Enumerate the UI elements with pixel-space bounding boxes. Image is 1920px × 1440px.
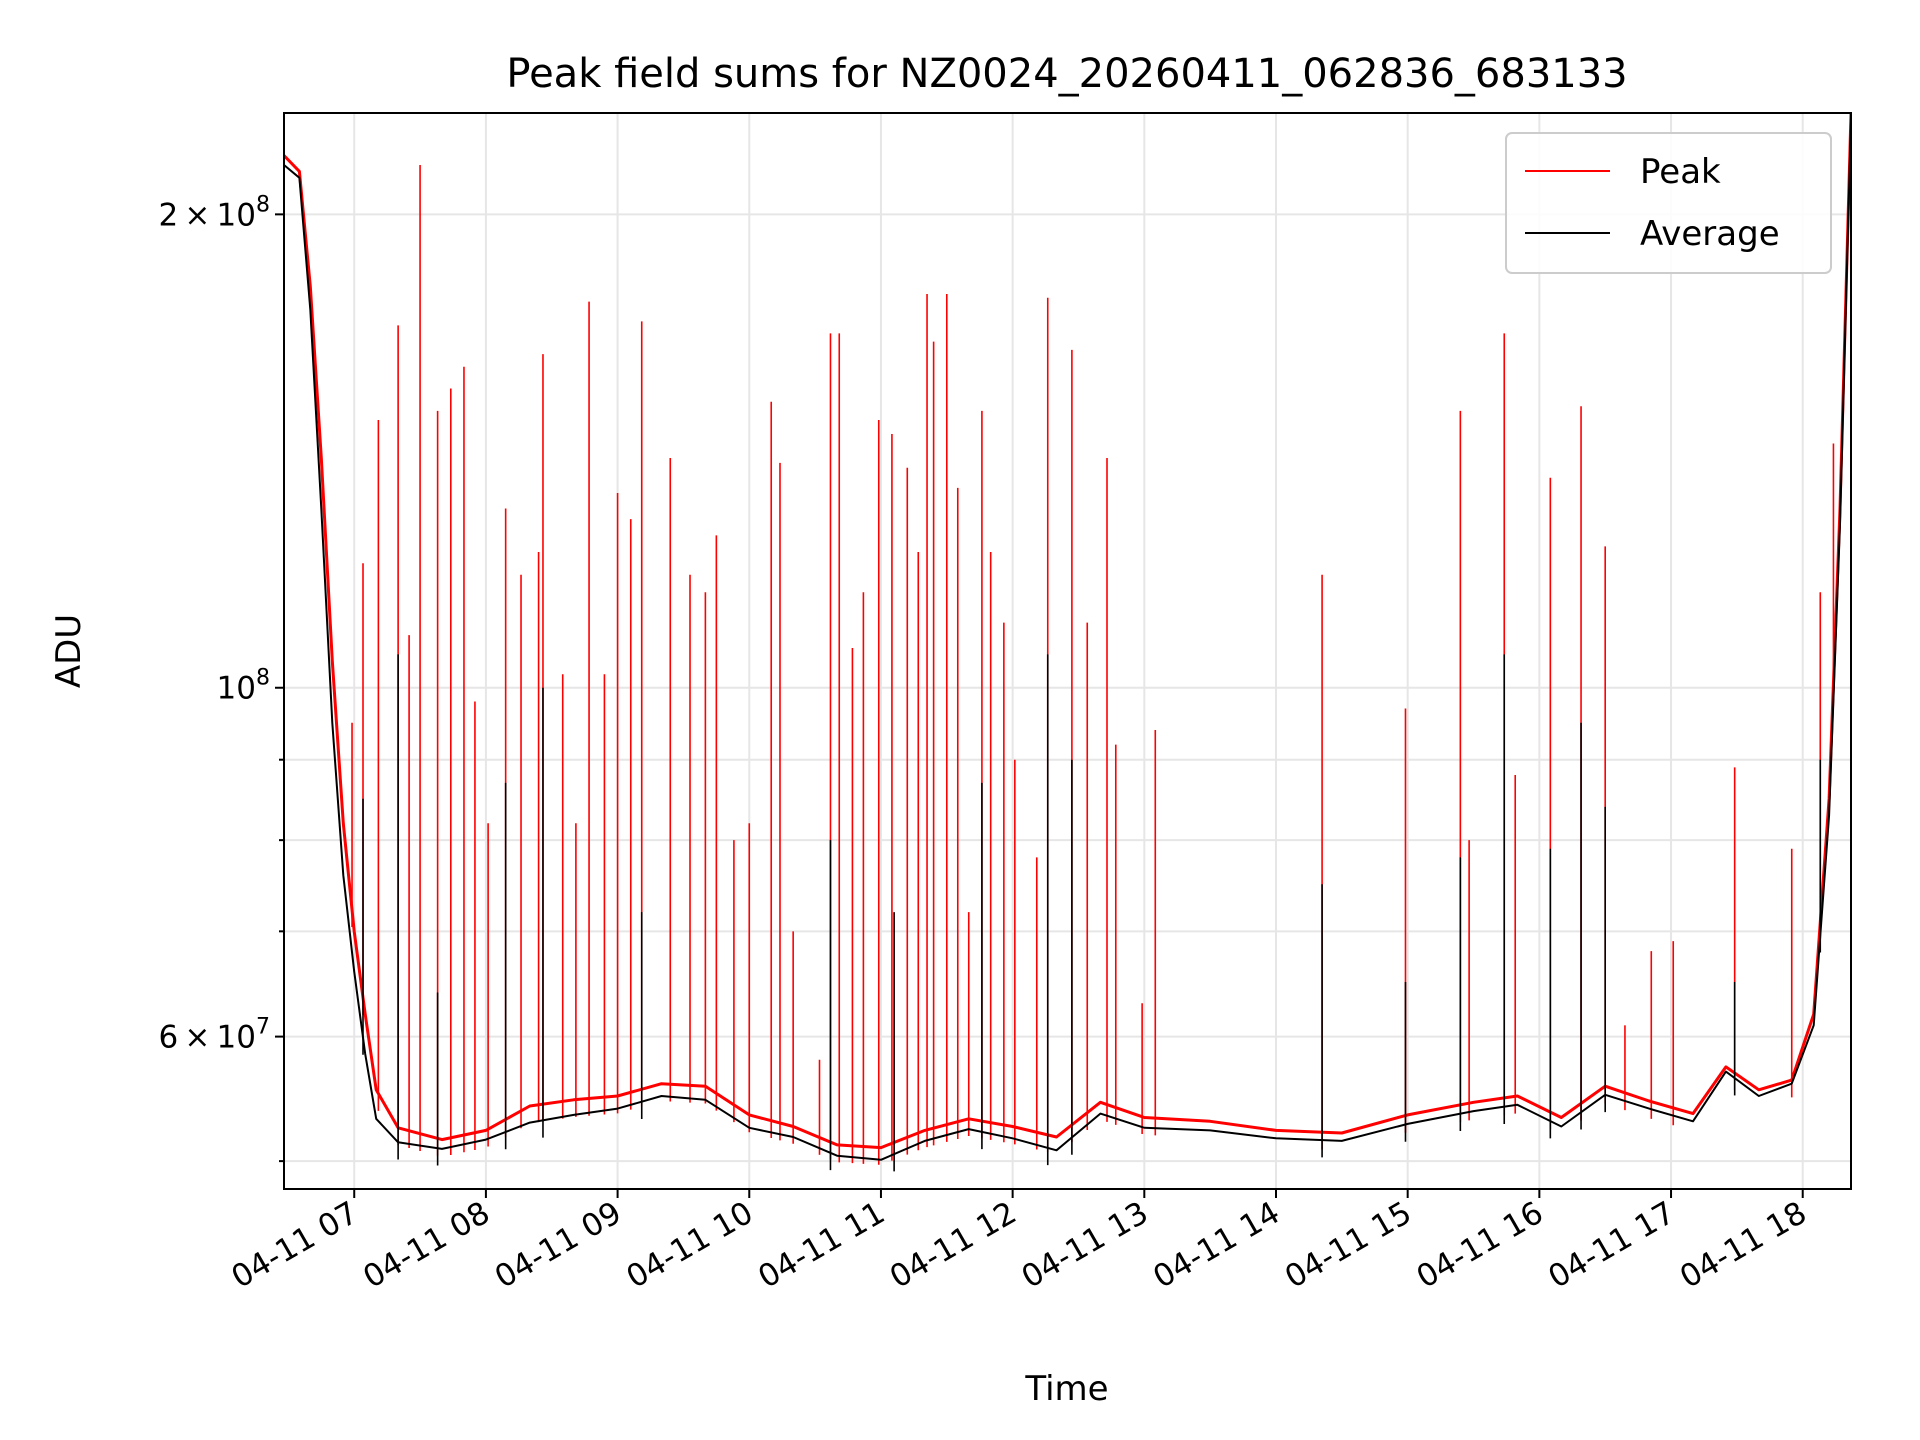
legend-average-label: Average bbox=[1640, 214, 1780, 254]
x-tick-label: 04-11 11 bbox=[752, 1195, 891, 1296]
y-tick-exponent: 7 bbox=[256, 1015, 270, 1040]
x-tick-label: 04-11 07 bbox=[226, 1195, 365, 1296]
x-axis-label: Time bbox=[1024, 1369, 1108, 1409]
y-tick-exponent: 8 bbox=[256, 192, 270, 217]
axes-frame bbox=[283, 112, 1852, 1190]
chart-title: Peak field sums for NZ0024_20260411_0628… bbox=[506, 51, 1627, 97]
x-tick-label: 04-11 16 bbox=[1411, 1195, 1550, 1296]
y-tick-label: 2 × 108 bbox=[158, 192, 270, 233]
y-axis-label: ADU bbox=[49, 614, 89, 688]
y-tick-exponent: 8 bbox=[256, 666, 270, 691]
y-tick-label: 6 × 107 bbox=[158, 1015, 270, 1056]
average-series-line bbox=[284, 118, 1851, 1161]
y-axis: 2 × 108 108 6 × 107 bbox=[158, 192, 284, 1163]
y-tick-label: 108 bbox=[217, 666, 270, 707]
x-tick-label: 04-11 12 bbox=[884, 1195, 1023, 1296]
x-tick-label: 04-11 08 bbox=[357, 1195, 496, 1296]
x-tick-label: 04-11 10 bbox=[621, 1195, 760, 1296]
legend-box bbox=[1505, 132, 1832, 274]
grid bbox=[284, 113, 1851, 1189]
x-tick-label: 04-11 18 bbox=[1674, 1195, 1813, 1296]
x-tick-label: 04-11 13 bbox=[1016, 1195, 1155, 1296]
legend: Peak Average bbox=[1505, 132, 1832, 274]
x-tick-label: 04-11 09 bbox=[489, 1195, 628, 1296]
legend-peak-label: Peak bbox=[1640, 152, 1721, 192]
plot-area bbox=[284, 113, 1851, 1172]
x-tick-label: 04-11 17 bbox=[1542, 1195, 1681, 1296]
x-tick-label: 04-11 14 bbox=[1147, 1195, 1286, 1296]
x-tick-label: 04-11 15 bbox=[1279, 1195, 1418, 1296]
